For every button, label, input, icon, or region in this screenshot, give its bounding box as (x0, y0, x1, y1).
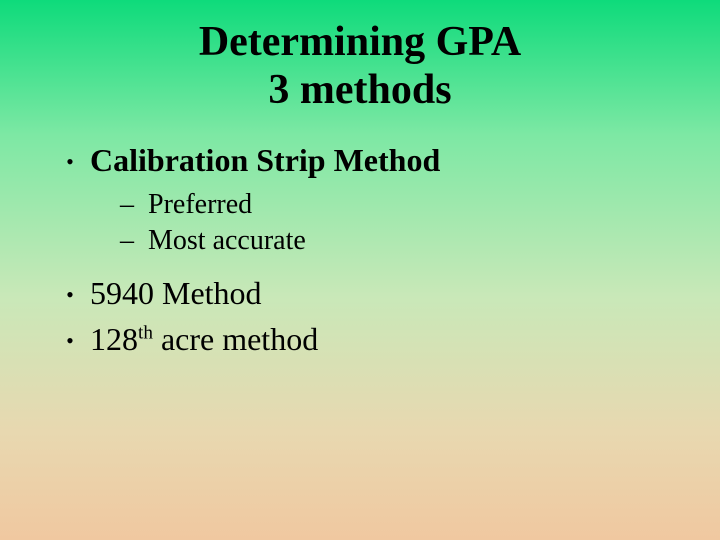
bullet-text: 128th acre method (90, 316, 318, 362)
sub-bullet-block: – Preferred – Most accurate (50, 183, 720, 270)
bullet-item: • 128th acre method (50, 316, 720, 362)
title-line-2: 3 methods (0, 66, 720, 114)
bullet-text: 5940 Method (90, 270, 262, 316)
title-line-1: Determining GPA (0, 18, 720, 66)
dash-icon: – (120, 223, 148, 259)
bullet-icon: • (50, 325, 90, 357)
sub-bullet-item: – Preferred (50, 187, 720, 223)
sub-bullet-text: Preferred (148, 187, 252, 223)
slide-content: • Calibration Strip Method – Preferred –… (0, 115, 720, 363)
bullet-icon: • (50, 146, 90, 178)
bullet-item: • Calibration Strip Method (50, 137, 720, 183)
bullet-item: • 5940 Method (50, 270, 720, 316)
bullet-icon: • (50, 279, 90, 311)
dash-icon: – (120, 187, 148, 223)
sub-bullet-text: Most accurate (148, 223, 306, 259)
slide-title: Determining GPA 3 methods (0, 0, 720, 115)
slide: Determining GPA 3 methods • Calibration … (0, 0, 720, 540)
bullet-text: Calibration Strip Method (90, 137, 440, 183)
sub-bullet-item: – Most accurate (50, 223, 720, 259)
